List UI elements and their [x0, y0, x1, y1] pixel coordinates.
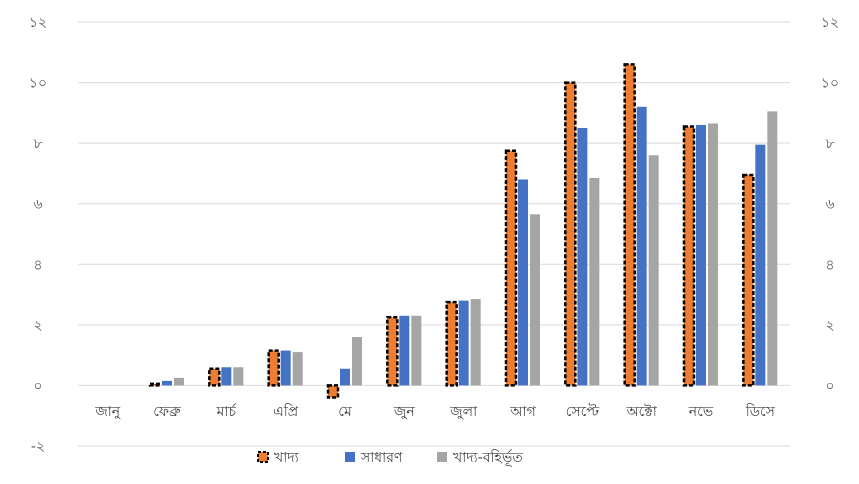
bar-food	[208, 367, 221, 387]
y-tick-label: ১২	[29, 15, 47, 31]
bars	[148, 63, 778, 399]
bar-general	[636, 106, 647, 386]
bar-nonfood	[292, 352, 303, 386]
bar-general	[696, 124, 706, 386]
bar-nonfood	[411, 315, 422, 386]
legend-swatch	[257, 451, 269, 463]
bar-food	[504, 149, 518, 387]
x-tick-label: জুন	[393, 404, 416, 420]
bar-nonfood	[352, 336, 362, 386]
x-tick-label: জানু	[94, 404, 121, 420]
y-tick-label-right: ৪	[825, 257, 834, 273]
y-tick-label-right: ১০	[821, 76, 839, 92]
y-tick-label: ৮	[33, 136, 42, 152]
bar-general	[577, 128, 588, 386]
y-tick-label-right: ০	[825, 378, 834, 394]
x-tick-label: মার্চ	[216, 403, 237, 420]
legend-swatch	[345, 452, 355, 462]
bar-general	[340, 368, 350, 386]
y-tick-label: ৪	[33, 257, 42, 273]
bar-nonfood	[470, 299, 481, 386]
bar-general	[162, 380, 172, 386]
bar-food	[445, 300, 458, 387]
bar-general	[755, 144, 766, 386]
bar-food	[386, 316, 399, 387]
bar-nonfood	[708, 123, 718, 386]
bar-general	[280, 350, 291, 386]
x-tick-label: ডিসে	[745, 403, 776, 420]
x-tick-label: এপ্রি	[273, 403, 299, 420]
y-tick-label-right: ১২	[821, 15, 839, 31]
bar-nonfood	[530, 214, 540, 386]
y-tick-label: ১০	[29, 76, 47, 92]
bar-nonfood	[767, 111, 778, 386]
bar-general	[221, 367, 232, 386]
y-tick-label-right: ৬	[825, 197, 834, 213]
y-tick-label: ২	[33, 318, 42, 334]
x-tick-label: ফেব্রু	[153, 404, 181, 420]
y-tick-label-right: ৮	[825, 136, 834, 152]
bar-food	[623, 63, 636, 387]
bar-food	[682, 125, 696, 387]
bar-nonfood	[648, 155, 659, 386]
y-axis-left: -২ ০ ২ ৪ ৬ ৮ ১০ ১২	[29, 15, 47, 455]
y-tick-label: ৬	[33, 197, 42, 213]
bar-food	[267, 349, 280, 387]
x-tick-label: সেপ্টে	[566, 403, 600, 420]
bar-general	[518, 179, 528, 386]
x-tick-label: নভে	[688, 404, 714, 420]
bar-nonfood	[174, 377, 184, 386]
legend-swatch	[437, 452, 447, 462]
legend-label: সাধারণ	[360, 450, 403, 466]
bar-food	[148, 382, 162, 387]
x-tick-label: জুলা	[449, 404, 478, 420]
y-axis-right: ০ ২ ৪ ৬ ৮ ১০ ১২	[821, 15, 839, 394]
bar-general	[399, 315, 410, 386]
x-tick-label: আগ	[509, 404, 536, 420]
y-tick-label: -২	[31, 439, 45, 455]
bar-general	[458, 300, 469, 386]
legend-label: খাদ্য	[274, 450, 300, 466]
gridlines	[78, 21, 790, 447]
bar-food	[742, 173, 755, 387]
bar-food	[326, 384, 340, 399]
bar-nonfood	[589, 177, 600, 386]
x-tick-label: অক্টো	[626, 404, 658, 420]
x-axis-categories: জানু ফেব্রু মার্চ এপ্রি মে জুন জুলা আগ সেপ্টে অক্…	[94, 403, 775, 420]
legend: খাদ্য সাধারণ খাদ্য-বহির্ভূত	[257, 449, 523, 466]
bar-food	[564, 81, 577, 387]
y-tick-label-right: ২	[825, 318, 834, 334]
legend-label: খাদ্য-বহির্ভূত	[453, 449, 523, 466]
y-tick-label: ০	[33, 378, 42, 394]
x-tick-label: মে	[338, 404, 352, 420]
bar-nonfood	[233, 367, 244, 386]
